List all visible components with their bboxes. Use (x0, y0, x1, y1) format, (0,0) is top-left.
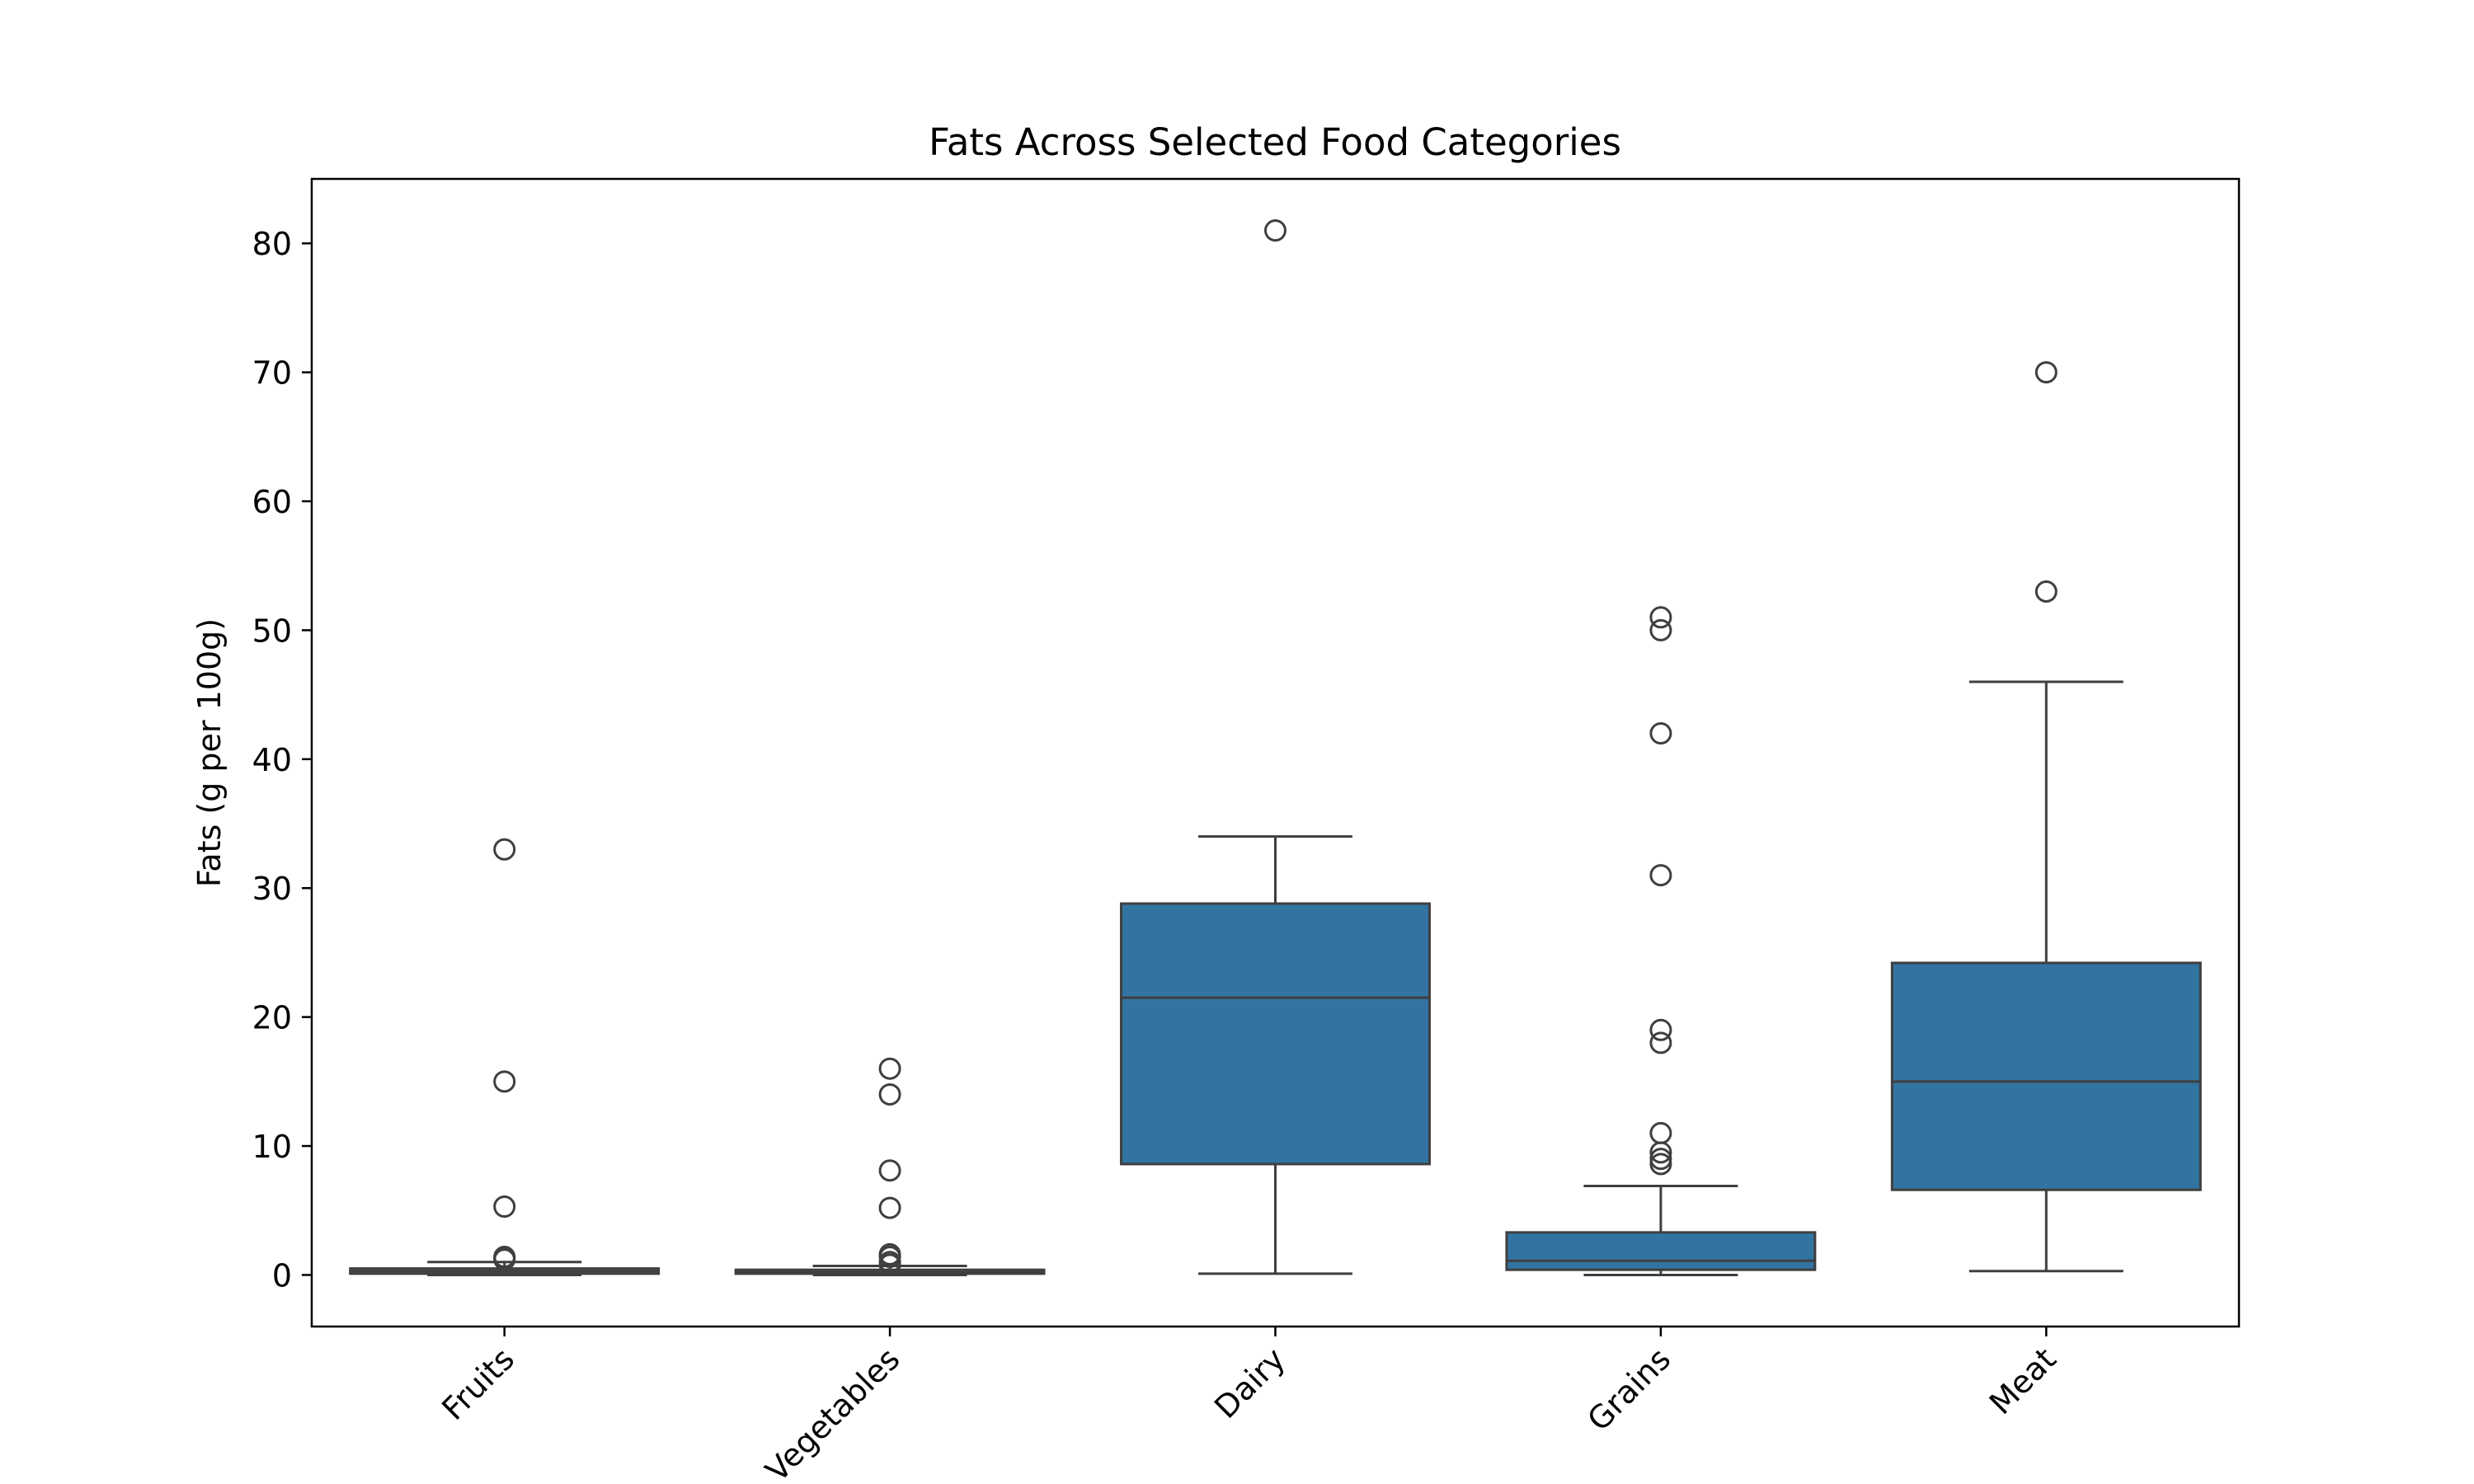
y-tick-label: 50 (252, 613, 292, 649)
outlier-point (1649, 864, 1672, 887)
y-tick-label: 40 (252, 742, 292, 778)
outlier-point (493, 838, 516, 861)
y-tick-label: 20 (252, 1000, 292, 1036)
x-tick-label: Meat (1982, 1341, 2063, 1421)
outlier-point (1649, 1018, 1672, 1041)
x-axis: Fruits Vegetables Dairy Grains Meat (435, 1327, 2063, 1484)
outlier-point (1649, 606, 1672, 629)
box-group-grains (1505, 606, 1817, 1276)
outlier-point (878, 1057, 901, 1080)
outlier-point (1649, 1141, 1672, 1164)
outlier-point (1649, 618, 1672, 641)
x-tick-label: Grains (1580, 1341, 1677, 1438)
outlier-point (1649, 1153, 1672, 1176)
outlier-point (2034, 580, 2058, 603)
boxes-layer (349, 219, 2202, 1276)
y-tick-label: 30 (252, 871, 292, 907)
outlier-point (878, 1253, 901, 1276)
outlier-point (493, 1195, 516, 1219)
x-tick-label: Fruits (435, 1341, 521, 1427)
outlier-point (1649, 722, 1672, 745)
outlier-point (878, 1159, 901, 1182)
y-tick-label: 0 (272, 1257, 292, 1294)
y-tick-label: 80 (252, 226, 292, 262)
y-axis-label: Fats (g per 100g) (191, 618, 228, 887)
outlier-point (878, 1246, 901, 1269)
plot-frame (310, 177, 2241, 1328)
chart-title: Fats Across Selected Food Categories (929, 120, 1621, 164)
outlier-point (878, 1196, 901, 1219)
outlier-point (878, 1082, 901, 1106)
outlier-point (1649, 1121, 1672, 1144)
box-group-vegetables (734, 1057, 1046, 1276)
iqr-box (1505, 1231, 1817, 1271)
y-tick-label: 70 (252, 355, 292, 392)
x-tick-label: Vegetables (759, 1341, 907, 1484)
iqr-box (1890, 961, 2202, 1191)
iqr-box (1120, 902, 1431, 1166)
y-tick-label: 60 (252, 484, 292, 520)
outlier-point (493, 1070, 516, 1093)
y-axis: 0 10 20 30 40 50 60 70 80 (252, 226, 312, 1294)
box-group-meat (1890, 361, 2202, 1273)
x-tick-label: Dairy (1207, 1341, 1292, 1425)
outlier-point (493, 1248, 516, 1271)
box-group-fruits (349, 838, 661, 1276)
outlier-point (1649, 1148, 1672, 1171)
outlier-point (1649, 1031, 1672, 1054)
outlier-point (2034, 361, 2058, 384)
outlier-point (1264, 219, 1286, 242)
box-group-dairy (1120, 219, 1431, 1275)
y-tick-label: 10 (252, 1129, 292, 1165)
